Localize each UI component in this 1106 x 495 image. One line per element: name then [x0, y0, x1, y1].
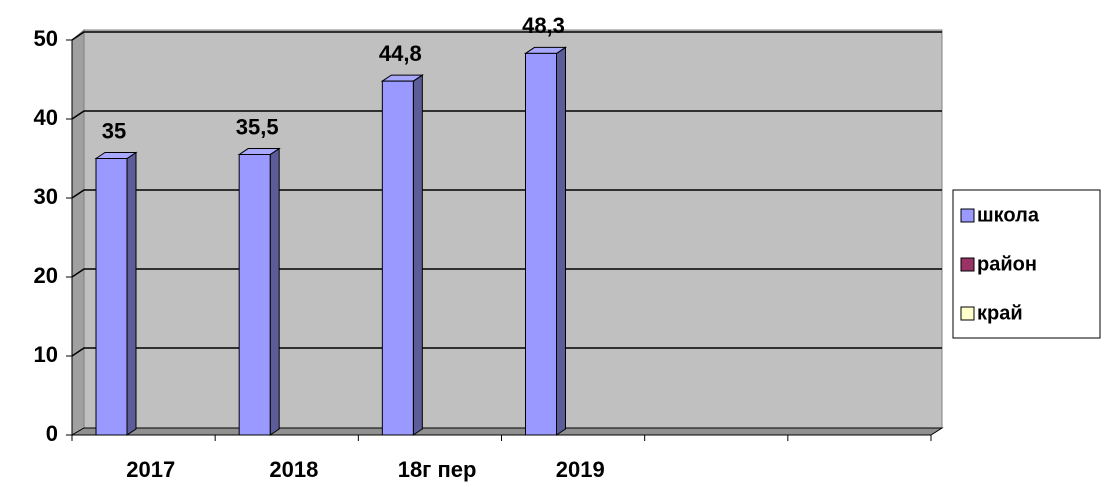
bar — [94, 151, 138, 436]
y-tick-label: 50 — [34, 26, 58, 51]
bar-front — [381, 80, 414, 436]
legend-label: школа — [977, 204, 1040, 226]
bar-side — [269, 147, 280, 436]
bar — [380, 74, 424, 436]
x-tick-label: 2017 — [126, 457, 175, 482]
bar — [237, 147, 281, 436]
y-tick-label: 10 — [34, 342, 58, 367]
grid-line — [71, 31, 942, 41]
data-label: 35 — [102, 118, 126, 143]
x-tick-label: 2019 — [556, 457, 605, 482]
data-label: 35,5 — [236, 114, 279, 139]
legend-swatch — [960, 257, 975, 272]
bar-side — [412, 74, 423, 436]
grid-line — [71, 110, 942, 120]
bar-front — [95, 158, 128, 436]
bar-front — [525, 52, 557, 436]
y-tick-label: 0 — [46, 421, 58, 446]
bar — [523, 46, 568, 436]
x-tick-label: 18г пер — [398, 457, 477, 482]
grid-line — [71, 268, 942, 278]
legend — [952, 189, 1101, 339]
floor — [70, 427, 944, 436]
legend-swatch — [960, 208, 975, 223]
grid-line — [71, 189, 942, 199]
data-label: 48,3 — [522, 13, 565, 38]
legend-label: район — [977, 253, 1037, 275]
data-label: 44,8 — [379, 41, 422, 66]
y-tick-label: 20 — [34, 263, 58, 288]
grid-line — [71, 347, 942, 357]
side-wall — [71, 28, 85, 436]
bar-front — [238, 154, 271, 436]
y-tick-label: 40 — [34, 105, 58, 130]
legend-swatch — [960, 306, 975, 321]
bar-side — [126, 151, 137, 436]
bar-side — [556, 46, 566, 436]
legend-label: край — [977, 302, 1023, 324]
x-tick-label: 2018 — [269, 457, 318, 482]
y-tick-label: 30 — [34, 184, 58, 209]
back-wall — [83, 29, 943, 429]
